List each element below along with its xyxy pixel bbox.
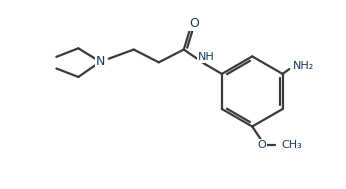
Text: NH₂: NH₂ [293,61,314,71]
Text: O: O [189,17,199,30]
Text: N: N [95,55,105,68]
Text: NH: NH [198,53,215,62]
Text: O: O [258,140,266,150]
Text: CH₃: CH₃ [281,140,302,150]
